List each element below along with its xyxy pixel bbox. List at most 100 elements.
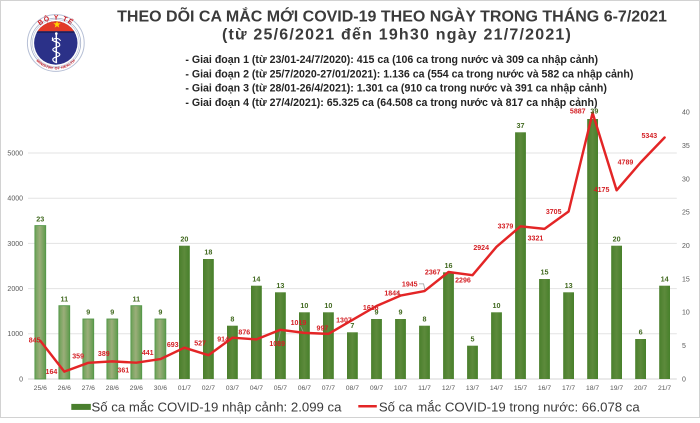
svg-text:10: 10 xyxy=(324,301,332,310)
svg-text:Số ca mắc COVID-19 nhập cảnh:: Số ca mắc COVID-19 nhập cảnh: 2.099 ca xyxy=(92,399,343,414)
svg-text:THEO DÕI CA MẮC MỚI COVID-19 T: THEO DÕI CA MẮC MỚI COVID-19 THEO NGÀY T… xyxy=(117,5,667,25)
svg-text:997: 997 xyxy=(317,326,329,333)
svg-text:527: 527 xyxy=(194,341,206,348)
svg-text:1089: 1089 xyxy=(269,341,285,348)
svg-text:2924: 2924 xyxy=(473,245,489,252)
svg-text:6: 6 xyxy=(639,328,643,337)
svg-text:1616: 1616 xyxy=(363,305,379,312)
svg-text:0: 0 xyxy=(682,376,686,383)
svg-text:14: 14 xyxy=(252,274,260,283)
svg-text:5: 5 xyxy=(471,334,475,343)
svg-text:5000: 5000 xyxy=(7,150,23,157)
svg-text:10/7: 10/7 xyxy=(394,385,407,392)
svg-text:1945: 1945 xyxy=(402,281,418,288)
svg-text:25/6: 25/6 xyxy=(34,385,47,392)
svg-text:9: 9 xyxy=(110,308,114,317)
svg-text:11/7: 11/7 xyxy=(418,385,431,392)
svg-text:10: 10 xyxy=(682,310,690,317)
svg-text:30/6: 30/6 xyxy=(154,385,167,392)
svg-text:20/7: 20/7 xyxy=(634,385,647,392)
svg-text:20: 20 xyxy=(613,234,621,243)
svg-text:9: 9 xyxy=(399,308,403,317)
svg-text:12/7: 12/7 xyxy=(442,385,455,392)
svg-text:- Giai đoạn 1 (từ 23/01-24/7/2: - Giai đoạn 1 (từ 23/01-24/7/2020): 415 … xyxy=(185,54,598,66)
svg-text:37: 37 xyxy=(517,121,525,130)
svg-text:09/7: 09/7 xyxy=(370,385,383,392)
svg-text:7: 7 xyxy=(350,321,354,330)
svg-text:18/7: 18/7 xyxy=(586,385,599,392)
svg-text:14: 14 xyxy=(661,274,669,283)
svg-text:20: 20 xyxy=(180,234,188,243)
svg-text:3321: 3321 xyxy=(528,235,544,242)
svg-text:441: 441 xyxy=(142,350,154,357)
svg-text:35: 35 xyxy=(682,143,690,150)
svg-text:5: 5 xyxy=(682,343,686,350)
svg-text:39: 39 xyxy=(590,107,598,116)
svg-text:1000: 1000 xyxy=(7,331,23,338)
svg-text:25: 25 xyxy=(682,210,690,217)
svg-text:29/6: 29/6 xyxy=(130,385,143,392)
svg-text:5887: 5887 xyxy=(570,109,586,116)
svg-text:5343: 5343 xyxy=(642,133,658,140)
svg-text:17/7: 17/7 xyxy=(562,385,575,392)
svg-text:1844: 1844 xyxy=(384,291,400,298)
svg-text:9: 9 xyxy=(158,308,162,317)
svg-text:(từ 25/6/2021 đến 19h30 ngày 2: (từ 25/6/2021 đến 19h30 ngày 21/7/2021) xyxy=(222,26,572,43)
svg-text:9: 9 xyxy=(375,308,379,317)
svg-text:914: 914 xyxy=(217,337,229,344)
svg-text:15/7: 15/7 xyxy=(514,385,527,392)
svg-text:- Giai đoạn 2 (từ 25/7/2020-27: - Giai đoạn 2 (từ 25/7/2020-27/01/2021):… xyxy=(185,68,633,80)
svg-text:15: 15 xyxy=(682,276,690,283)
svg-text:- Giai đoạn 3 (từ 28/01-26/4/2: - Giai đoạn 3 (từ 28/01-26/4/2021): 1.30… xyxy=(185,83,607,95)
svg-text:03/7: 03/7 xyxy=(226,385,239,392)
svg-text:15: 15 xyxy=(541,268,549,277)
svg-text:2000: 2000 xyxy=(7,286,23,293)
svg-text:20: 20 xyxy=(682,243,690,250)
svg-text:02/7: 02/7 xyxy=(202,385,215,392)
svg-text:08/7: 08/7 xyxy=(346,385,359,392)
svg-text:9: 9 xyxy=(86,308,90,317)
svg-text:16/7: 16/7 xyxy=(538,385,551,392)
svg-text:Số ca mắc COVID-19 trong nước:: Số ca mắc COVID-19 trong nước: 66.078 ca xyxy=(379,399,640,414)
svg-text:07/7: 07/7 xyxy=(322,385,335,392)
svg-text:16: 16 xyxy=(445,261,453,270)
svg-text:11: 11 xyxy=(60,294,68,303)
svg-text:21/7: 21/7 xyxy=(658,385,671,392)
svg-text:693: 693 xyxy=(167,342,179,349)
svg-text:3379: 3379 xyxy=(498,224,514,231)
svg-text:11: 11 xyxy=(132,294,140,303)
svg-text:845: 845 xyxy=(29,338,41,345)
svg-text:13: 13 xyxy=(276,281,284,290)
svg-text:23: 23 xyxy=(36,214,44,223)
svg-text:4000: 4000 xyxy=(7,196,23,203)
svg-text:01/7: 01/7 xyxy=(178,385,191,392)
svg-text:26/6: 26/6 xyxy=(58,385,71,392)
svg-text:19/7: 19/7 xyxy=(610,385,623,392)
svg-text:8: 8 xyxy=(230,314,234,323)
svg-text:3000: 3000 xyxy=(7,241,23,248)
svg-text:- Giai đoạn 4 (từ 27/4/2021):: - Giai đoạn 4 (từ 27/4/2021): 65.325 ca … xyxy=(185,97,597,109)
svg-text:27/6: 27/6 xyxy=(82,385,95,392)
svg-text:18: 18 xyxy=(204,248,212,257)
svg-text:8: 8 xyxy=(423,314,427,323)
svg-text:10: 10 xyxy=(300,301,308,310)
svg-text:1307: 1307 xyxy=(336,318,352,325)
svg-text:3705: 3705 xyxy=(546,209,562,216)
svg-text:06/7: 06/7 xyxy=(298,385,311,392)
svg-text:4175: 4175 xyxy=(594,187,610,194)
svg-text:876: 876 xyxy=(238,329,250,336)
svg-text:05/7: 05/7 xyxy=(274,385,287,392)
svg-text:164: 164 xyxy=(46,369,58,376)
svg-text:359: 359 xyxy=(72,354,84,361)
svg-text:389: 389 xyxy=(98,351,110,358)
svg-text:40: 40 xyxy=(682,110,690,117)
svg-text:04/7: 04/7 xyxy=(250,385,263,392)
svg-text:0: 0 xyxy=(19,376,23,383)
svg-text:14/7: 14/7 xyxy=(490,385,503,392)
svg-text:13/7: 13/7 xyxy=(466,385,479,392)
svg-text:1019: 1019 xyxy=(291,320,307,327)
svg-text:28/6: 28/6 xyxy=(106,385,119,392)
svg-text:30: 30 xyxy=(682,176,690,183)
svg-text:4789: 4789 xyxy=(618,159,634,166)
svg-text:361: 361 xyxy=(117,368,129,375)
